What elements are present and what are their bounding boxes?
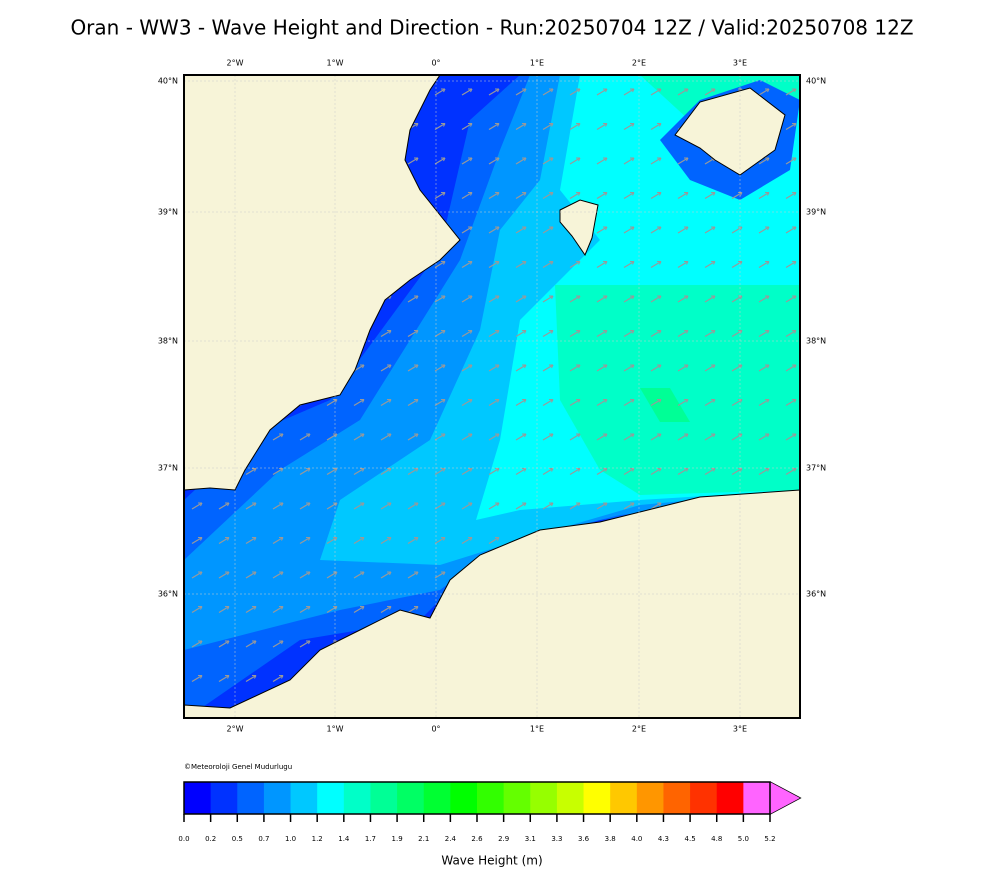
lat-label: 38°N (158, 337, 178, 346)
colorbar-swatch (263, 782, 292, 814)
colorbar-tick-label: 2.1 (418, 835, 429, 843)
colorbar-tick-label: 0.0 (178, 835, 189, 843)
colorbar-tick-label: 2.9 (498, 835, 509, 843)
colorbar-swatch (184, 782, 212, 814)
colorbar-swatch (317, 782, 345, 814)
lat-label: 39°N (158, 208, 178, 217)
map (184, 75, 800, 718)
colorbar-tick-label: 3.8 (605, 835, 616, 843)
colorbar-swatch (290, 782, 318, 814)
colorbar-tick-label: 1.2 (312, 835, 323, 843)
colorbar-swatch (716, 782, 744, 814)
colorbar-swatch (556, 782, 585, 814)
colorbar-tick-label: 4.0 (631, 835, 642, 843)
lat-label: 36°N (158, 590, 178, 599)
colorbar-tick-label: 0.7 (258, 835, 269, 843)
lon-label: 0° (431, 59, 440, 68)
colorbar-swatch (237, 782, 265, 814)
colorbar-swatch (690, 782, 718, 814)
lat-label: 40°N (158, 77, 178, 86)
lon-label: 1°E (530, 59, 544, 68)
lon-label: 1°W (327, 59, 344, 68)
lon-label: 2°W (227, 59, 244, 68)
lon-label: 3°E (733, 725, 747, 734)
colorbar-swatch (477, 782, 505, 814)
colorbar-tick-label: 0.2 (205, 835, 216, 843)
colorbar-tick-label: 5.2 (764, 835, 775, 843)
lat-label: 38°N (806, 337, 826, 346)
colorbar-tick-label: 2.6 (471, 835, 483, 843)
colorbar-swatch (370, 782, 398, 814)
lat-label: 39°N (806, 208, 826, 217)
colorbar-swatch (636, 782, 664, 814)
colorbar-tick-label: 1.7 (365, 835, 376, 843)
colorbar-tick-label: 1.4 (338, 835, 350, 843)
colorbar-swatch (210, 782, 238, 814)
colorbar-swatch (743, 782, 771, 814)
colorbar-label: Wave Height (m) (441, 854, 542, 868)
colorbar-tick-label: 3.3 (551, 835, 562, 843)
colorbar-tick-label: 4.8 (711, 835, 722, 843)
lon-label: 2°W (227, 725, 244, 734)
lon-label: 3°E (733, 59, 747, 68)
colorbar-tick-label: 0.5 (232, 835, 243, 843)
colorbar-extend-fill (770, 782, 800, 814)
colorbar-tick-label: 2.4 (445, 835, 457, 843)
lat-label: 40°N (806, 77, 826, 86)
lat-label: 37°N (158, 464, 178, 473)
colorbar-tick-label: 3.6 (578, 835, 590, 843)
colorbar-tick-label: 1.9 (392, 835, 403, 843)
lon-label: 2°E (632, 59, 646, 68)
colorbar-swatch (397, 782, 425, 814)
colorbar-tick-label: 3.1 (525, 835, 536, 843)
credit: ©Meteoroloji Genel Mudurlugu (184, 763, 292, 771)
lon-label: 2°E (632, 725, 646, 734)
title: Oran - WW3 - Wave Height and Direction -… (70, 16, 913, 40)
lon-label: 0° (431, 725, 440, 734)
lat-label: 36°N (806, 590, 826, 599)
colorbar-tick-label: 4.3 (658, 835, 669, 843)
lon-label: 1°W (327, 725, 344, 734)
lon-label: 1°E (530, 725, 544, 734)
colorbar-swatch (583, 782, 611, 814)
lat-label: 37°N (806, 464, 826, 473)
colorbar-swatch (343, 782, 371, 814)
colorbar-swatch (450, 782, 478, 814)
colorbar-swatch (610, 782, 638, 814)
map-frame (183, 74, 801, 719)
colorbar-tick-label: 1.0 (285, 835, 296, 843)
colorbar-tick-label: 5.0 (738, 835, 749, 843)
colorbar-swatch (530, 782, 558, 814)
colorbar-swatch (663, 782, 691, 814)
colorbar-tick-label: 4.5 (685, 835, 696, 843)
colorbar-swatch (503, 782, 531, 814)
colorbar-swatch (423, 782, 451, 814)
